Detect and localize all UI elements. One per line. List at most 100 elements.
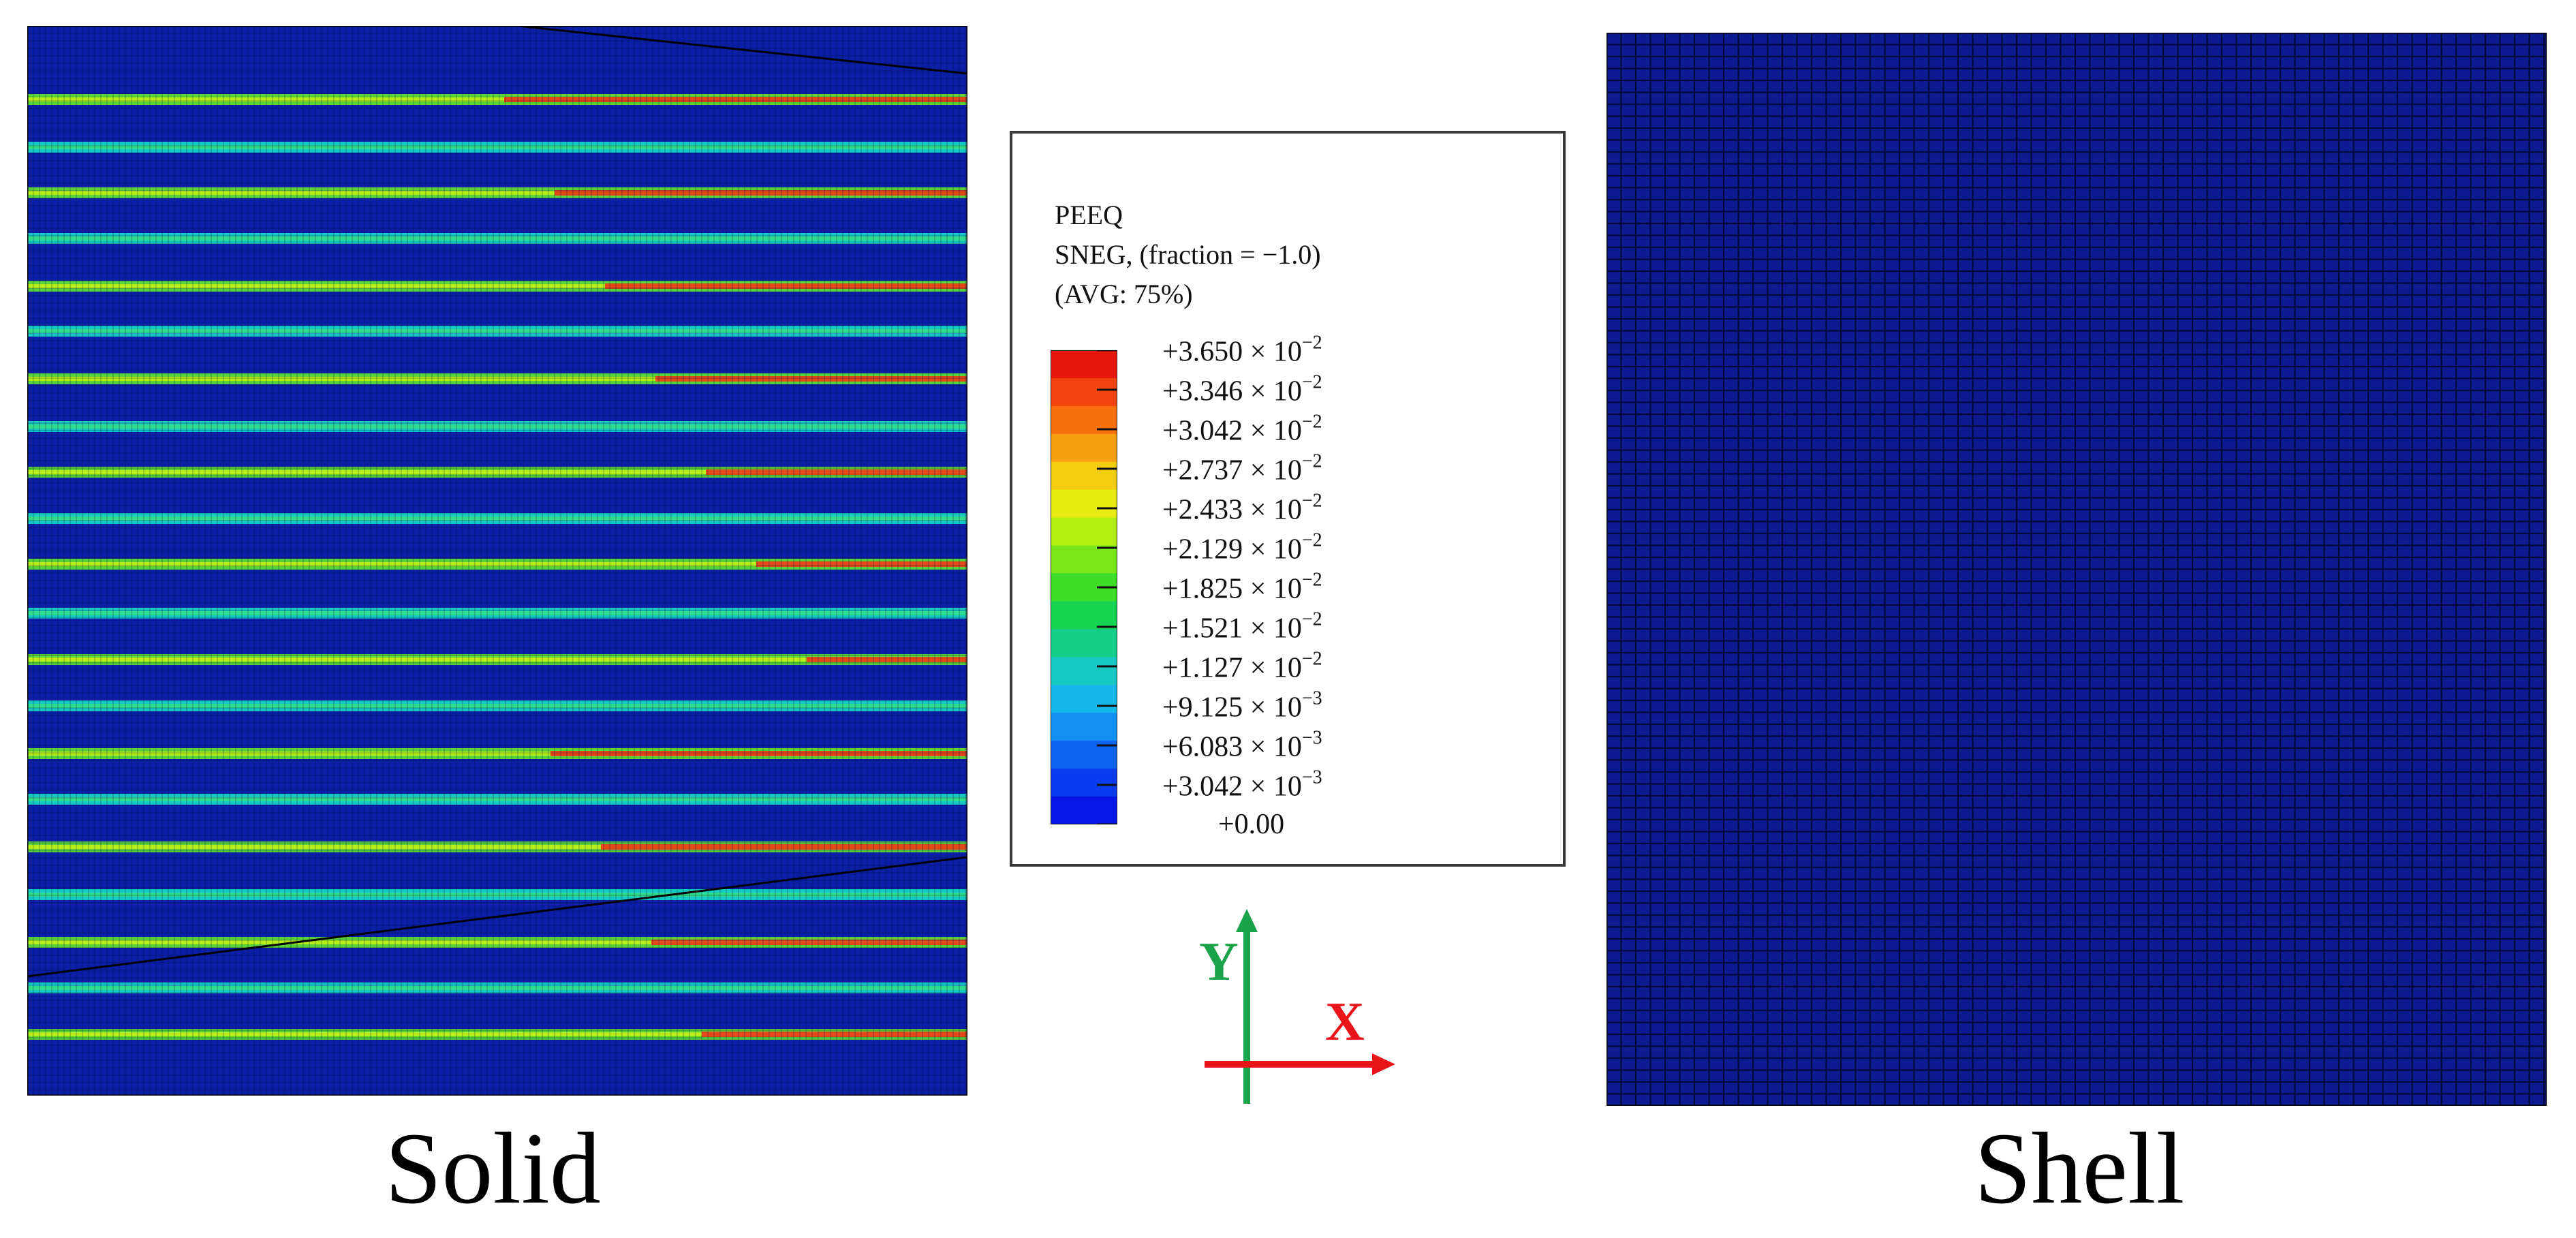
colorbar-band (1051, 601, 1117, 630)
colorbar-band (1051, 461, 1117, 491)
tick-mantissa: +3.042 × 10 (1162, 415, 1302, 447)
tick-exponent: −3 (1301, 727, 1322, 749)
legend-tick-label: +2.737 × 10−2 (1162, 451, 1322, 487)
legend-variable: PEEQ (1055, 200, 1123, 230)
colorbar-band (1051, 629, 1117, 657)
legend-colorbar (1051, 350, 1117, 824)
legend-zero-label: +0.00 (1218, 809, 1285, 840)
colorbar-band (1051, 433, 1117, 463)
tick-exponent: −2 (1301, 569, 1322, 591)
legend-tick-label: +1.127 × 10−2 (1162, 649, 1322, 685)
legend-tick-label: +1.825 × 10−2 (1162, 570, 1322, 606)
legend-tick-label: +2.433 × 10−2 (1162, 491, 1322, 527)
legend-averaging: (AVG: 75%) (1055, 279, 1193, 309)
tick-mantissa: +9.125 × 10 (1162, 692, 1302, 724)
colorbar-band (1051, 713, 1117, 741)
tick-exponent: −3 (1301, 687, 1322, 709)
strain-band-core (27, 470, 967, 474)
legend-tick-label: +1.521 × 10−2 (1162, 609, 1322, 645)
high-strain-band (605, 283, 967, 289)
colorbar-band (1051, 545, 1117, 574)
colorbar-band (1051, 657, 1117, 685)
tick-exponent: −2 (1301, 450, 1322, 472)
strain-band-core (27, 797, 967, 801)
shell-caption: Shell (1974, 1112, 2185, 1225)
high-strain-band (504, 97, 967, 102)
strain-band-core (27, 97, 967, 102)
colorbar-band (1051, 796, 1117, 824)
tick-exponent: −2 (1301, 371, 1322, 393)
high-strain-band (706, 469, 967, 475)
legend-tick-label: +3.346 × 10−2 (1162, 372, 1322, 408)
solid-contour-plot (27, 26, 967, 1096)
strain-band-core (27, 284, 967, 288)
legend-tick-label: +3.042 × 10−3 (1162, 767, 1322, 803)
legend-section-point: SNEG, (fraction = −1.0) (1055, 239, 1321, 270)
tick-mantissa: +2.129 × 10 (1162, 533, 1302, 566)
colorbar-band (1051, 769, 1117, 797)
strain-band-core (27, 516, 967, 521)
strain-band-core (27, 657, 967, 662)
tick-exponent: −2 (1301, 411, 1322, 433)
crack-line (27, 856, 967, 978)
strain-band-core (27, 562, 967, 566)
tick-mantissa: +6.083 × 10 (1162, 731, 1302, 763)
strain-band-core (27, 145, 967, 149)
legend-tick-label: +3.042 × 10−2 (1162, 412, 1322, 448)
tick-mantissa: +1.521 × 10 (1162, 613, 1302, 645)
colorbar-band (1051, 489, 1117, 519)
tick-exponent: −3 (1301, 767, 1322, 788)
strain-band-core (27, 377, 967, 381)
shell-mesh-svg (1607, 33, 2547, 1106)
high-strain-band (756, 561, 967, 567)
axes-triad: Y X (1192, 899, 1410, 1117)
solid-mesh-svg (27, 26, 967, 1096)
strain-band-core (27, 611, 967, 615)
strain-band-core (27, 940, 967, 944)
contour-legend: PEEQ SNEG, (fraction = −1.0) (AVG: 75%) … (1010, 131, 1566, 867)
axes-arrows (1205, 909, 1395, 1104)
x-axis-label: X (1325, 992, 1365, 1052)
strain-band-core (27, 191, 967, 195)
high-strain-band (702, 1032, 967, 1037)
tick-exponent: −2 (1301, 529, 1322, 551)
strain-band-core (27, 845, 967, 849)
strain-band-core (27, 329, 967, 333)
tick-mantissa: +3.042 × 10 (1162, 771, 1302, 803)
y-axis-label: Y (1199, 932, 1239, 992)
tick-mantissa: +3.650 × 10 (1162, 336, 1302, 368)
strain-band-core (27, 752, 967, 756)
tick-mantissa: +1.825 × 10 (1162, 573, 1302, 605)
high-strain-band (651, 940, 967, 945)
colorbar-band (1051, 377, 1117, 407)
solid-caption: Solid (385, 1112, 601, 1225)
tick-mantissa: +3.346 × 10 (1162, 375, 1302, 407)
strain-band-core (27, 893, 967, 897)
high-strain-band (550, 751, 967, 756)
strain-band-core (27, 236, 967, 241)
tick-mantissa: +1.127 × 10 (1162, 652, 1302, 684)
legend-tick-label: +6.083 × 10−3 (1162, 728, 1322, 764)
high-strain-band (655, 376, 967, 382)
y-axis-arrowhead (1236, 909, 1258, 932)
tick-exponent: −2 (1301, 648, 1322, 670)
strain-band-core (27, 986, 967, 990)
strain-band-core (27, 1032, 967, 1036)
tick-exponent: −2 (1301, 608, 1322, 630)
colorbar-band (1051, 350, 1117, 379)
tick-exponent: −2 (1301, 490, 1322, 512)
legend-tick-label: +3.650 × 10−2 (1162, 332, 1322, 369)
tick-exponent: −2 (1301, 332, 1322, 354)
strain-band-core (27, 704, 967, 708)
shell-contour-plot (1607, 33, 2547, 1106)
crack-line (517, 26, 967, 75)
high-strain-band (601, 844, 967, 850)
strain-band-core (27, 424, 967, 429)
x-axis-arrowhead (1372, 1053, 1395, 1075)
legend-tick-label: +9.125 × 10−3 (1162, 688, 1322, 724)
tick-mantissa: +2.433 × 10 (1162, 494, 1302, 526)
tick-mantissa: +2.737 × 10 (1162, 454, 1302, 486)
high-strain-band (555, 190, 967, 196)
colorbar-band (1051, 517, 1117, 546)
high-strain-band (807, 657, 967, 662)
